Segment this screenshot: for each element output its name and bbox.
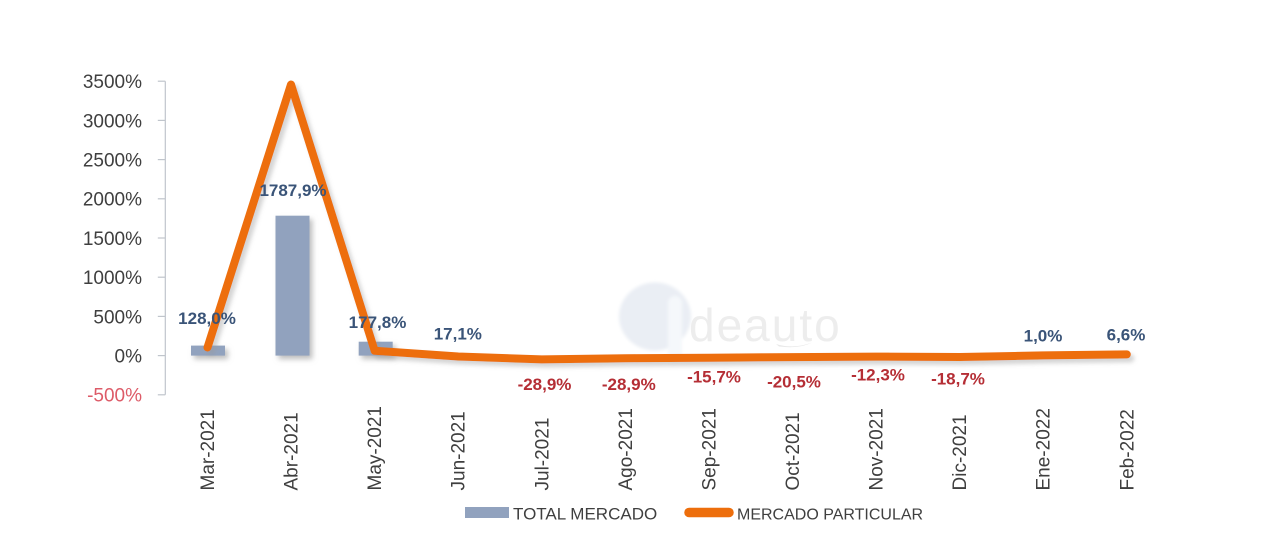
svg-text:Dic-2021: Dic-2021 <box>950 414 971 490</box>
svg-text:Feb-2022: Feb-2022 <box>1117 409 1138 490</box>
svg-text:Nov-2021: Nov-2021 <box>867 408 888 490</box>
svg-text:6,6%: 6,6% <box>1107 325 1146 344</box>
svg-text:3000%: 3000% <box>83 111 142 132</box>
svg-text:Abr-2021: Abr-2021 <box>282 412 303 490</box>
svg-text:Jun-2021: Jun-2021 <box>449 411 470 490</box>
svg-text:May-2021: May-2021 <box>365 406 386 491</box>
svg-text:17,1%: 17,1% <box>434 324 482 343</box>
svg-text:128,0%: 128,0% <box>178 309 236 328</box>
svg-text:2500%: 2500% <box>83 151 142 172</box>
svg-text:-28,9%: -28,9% <box>518 375 572 394</box>
svg-text:0%: 0% <box>115 347 143 368</box>
svg-text:Ene-2022: Ene-2022 <box>1034 408 1055 490</box>
svg-text:deauto: deauto <box>689 299 842 351</box>
svg-text:1787,9%: 1787,9% <box>259 181 326 200</box>
svg-text:-28,9%: -28,9% <box>602 375 656 394</box>
svg-text:-18,7%: -18,7% <box>931 369 985 388</box>
svg-text:-500%: -500% <box>87 386 142 407</box>
svg-text:-20,5%: -20,5% <box>767 372 821 391</box>
svg-text:-12,3%: -12,3% <box>851 365 905 384</box>
svg-text:1500%: 1500% <box>83 229 142 250</box>
svg-text:MERCADO PARTICULAR: MERCADO PARTICULAR <box>737 507 923 524</box>
svg-text:Oct-2021: Oct-2021 <box>783 412 804 490</box>
svg-text:TOTAL MERCADO: TOTAL MERCADO <box>513 505 657 524</box>
svg-text:Sep-2021: Sep-2021 <box>700 408 721 490</box>
svg-text:-15,7%: -15,7% <box>687 367 741 386</box>
svg-text:1000%: 1000% <box>83 268 142 289</box>
svg-text:2000%: 2000% <box>83 190 142 211</box>
svg-text:1,0%: 1,0% <box>1024 326 1063 345</box>
svg-text:3500%: 3500% <box>83 72 142 93</box>
svg-text:500%: 500% <box>93 307 142 328</box>
svg-text:Ago-2021: Ago-2021 <box>616 408 637 490</box>
svg-text:177,8%: 177,8% <box>349 313 407 332</box>
svg-text:Mar-2021: Mar-2021 <box>198 409 219 490</box>
svg-text:Jul-2021: Jul-2021 <box>532 418 553 491</box>
